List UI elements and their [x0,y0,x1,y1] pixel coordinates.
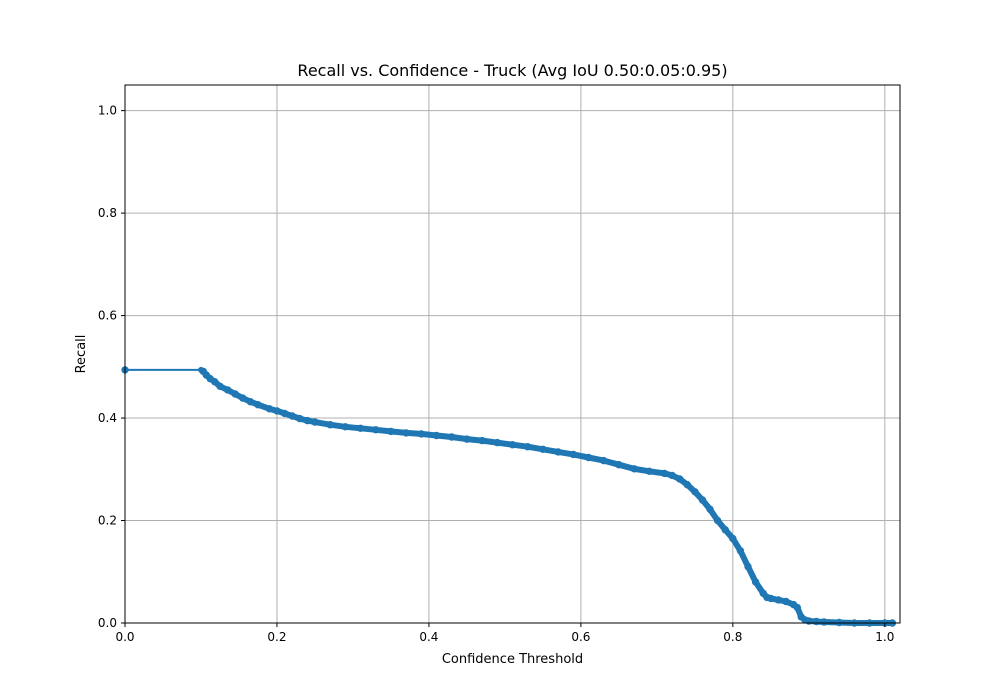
x-axis-label: Confidence Threshold [442,652,583,667]
y-tick-label: 0.6 [98,309,117,323]
y-axis-label: Recall [74,335,89,374]
series-layer [121,366,897,627]
x-tick-label: 0.2 [267,630,286,644]
x-tick-label: 0.6 [571,630,590,644]
x-tick-label: 1.0 [875,630,894,644]
y-tick-label: 0.2 [98,514,117,528]
y-axis-ticks: 0.0 0.2 0.4 0.6 0.8 1.0 [98,104,125,630]
x-tick-label: 0.0 [115,630,134,644]
y-tick-label: 1.0 [98,104,117,118]
x-tick-label: 0.8 [723,630,742,644]
series-marker-band [198,366,896,626]
chart-title: Recall vs. Confidence - Truck (Avg IoU 0… [297,61,727,80]
y-tick-label: 0.0 [98,616,117,630]
plot-frame [124,84,901,624]
x-tick-label: 0.4 [419,630,438,644]
y-tick-label: 0.4 [98,411,117,425]
x-axis-ticks: 0.0 0.2 0.4 0.6 0.8 1.0 [115,623,894,644]
y-tick-label: 0.8 [98,206,117,220]
